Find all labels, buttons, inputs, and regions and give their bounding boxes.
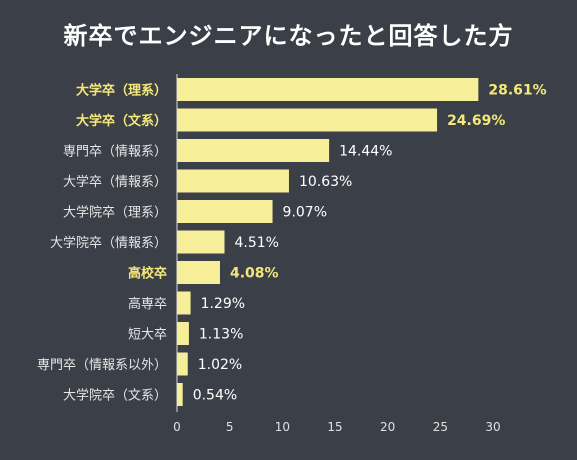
category-label: 大学院卒（情報系） [50,235,167,251]
category-label: 大学院卒（理系） [63,205,167,221]
value-label: 4.08% [230,266,279,282]
value-label: 24.69% [447,113,505,129]
bar [177,139,330,162]
bar [177,291,191,315]
category-label: 大学卒（情報系） [63,174,167,190]
value-label: 0.54% [193,388,237,404]
bar [177,261,220,284]
category-label: 大学院卒（文系） [63,388,167,404]
value-label: 1.02% [198,357,242,373]
x-tick-label: 10 [275,420,290,434]
x-tick-label: 15 [327,420,342,434]
x-tick-label: 25 [433,420,448,434]
bar [177,383,183,406]
bar [177,230,225,254]
category-label: 専門卒（情報系以外） [37,358,167,373]
value-label: 10.63% [299,174,352,190]
x-tick-label: 20 [380,420,395,434]
bar [177,322,189,345]
category-label: 専門卒（情報系） [63,145,167,160]
bar [177,200,273,223]
value-label: 1.13% [199,327,243,343]
category-label: 高校卒 [128,266,167,282]
x-tick-label: 30 [485,420,500,434]
bar [177,108,438,132]
value-label: 4.51% [235,235,279,251]
bar [177,78,479,101]
value-label: 1.29% [201,296,245,312]
category-label: 大学卒（理系） [76,83,167,99]
value-label: 28.61% [488,83,546,99]
bar [177,169,289,193]
category-label: 大学卒（文系） [76,113,167,129]
value-label: 9.07% [283,205,327,221]
x-tick-label: 0 [173,420,181,434]
value-label: 14.44% [339,144,392,160]
category-label: 短大卒 [128,328,167,343]
chart-title: 新卒でエンジニアになったと回答した方 [63,22,514,50]
bar [177,352,188,376]
category-label: 高専卒 [128,296,167,312]
x-tick-label: 5 [226,420,234,434]
